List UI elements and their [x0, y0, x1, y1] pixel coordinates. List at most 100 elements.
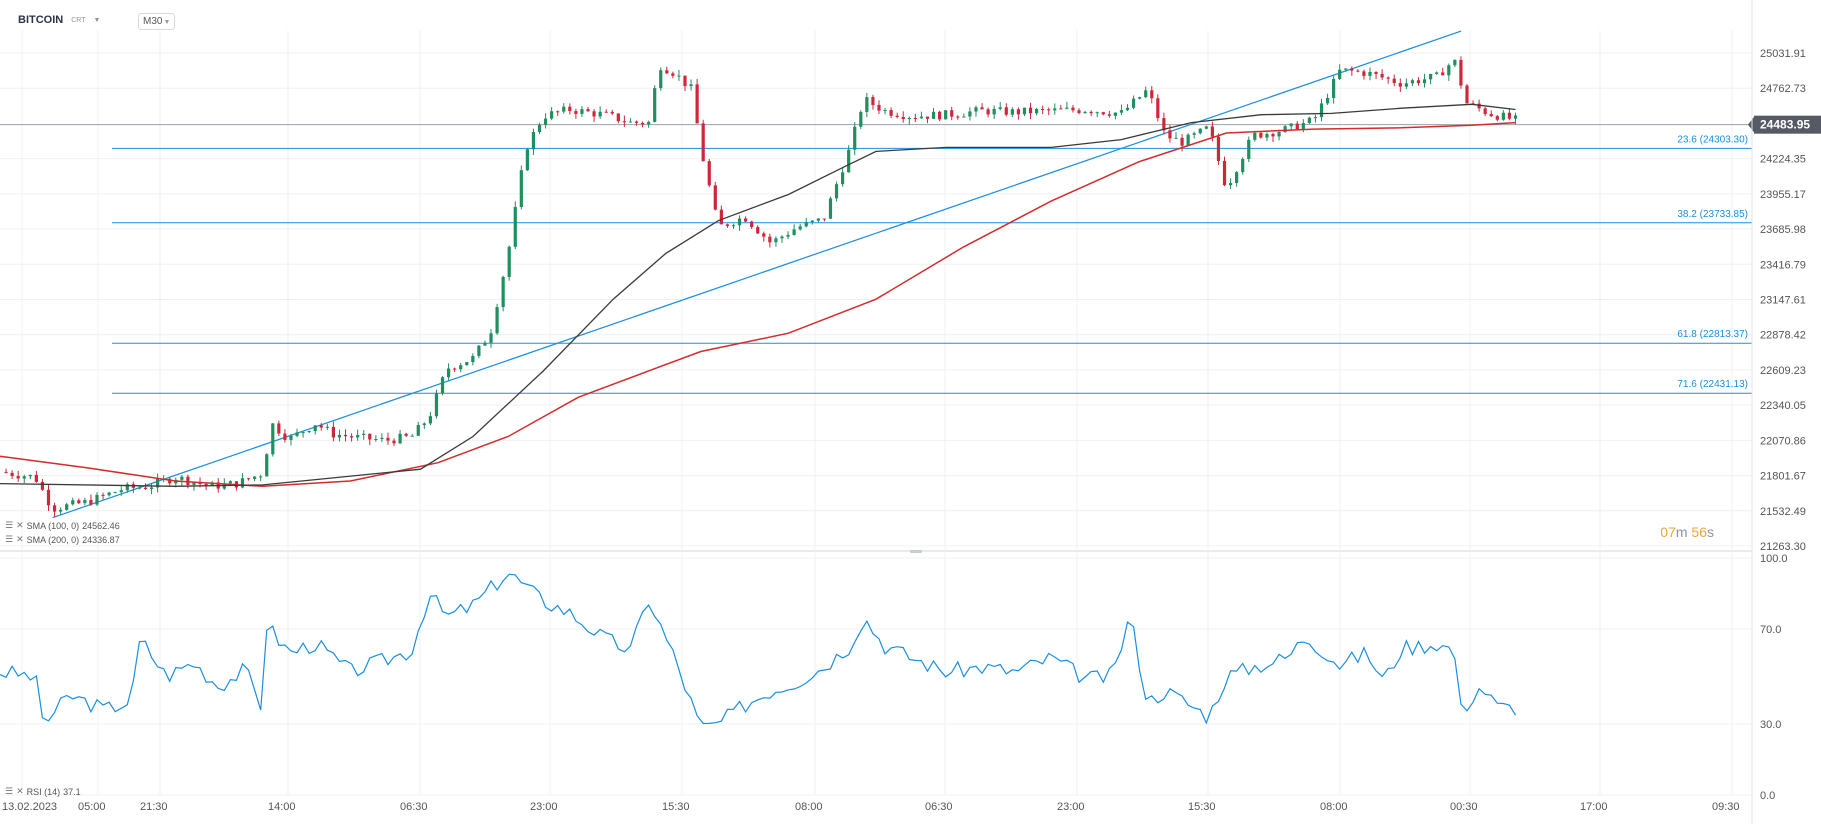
candle [992, 108, 996, 115]
candle [1138, 97, 1142, 99]
close-icon[interactable]: ✕ [16, 786, 24, 796]
candle [1144, 90, 1148, 98]
candle [1180, 137, 1184, 146]
candle [950, 110, 954, 117]
candle [246, 478, 251, 480]
candle [186, 476, 190, 485]
candle [737, 218, 742, 226]
candle [804, 221, 808, 227]
candle [1441, 72, 1445, 76]
candle [901, 117, 905, 120]
osc-y-tick-label: 30.0 [1760, 719, 1781, 731]
candle [440, 377, 445, 394]
candle [725, 224, 730, 226]
close-icon[interactable]: ✕ [16, 534, 24, 544]
candle [507, 246, 511, 277]
candle [1507, 112, 1512, 119]
symbol-dropdown-icon[interactable]: ▼ [93, 16, 101, 24]
x-tick-label: 23:00 [530, 801, 558, 813]
candle [556, 111, 560, 113]
x-tick-label: 13.02.2023 [2, 801, 57, 813]
candle [1125, 107, 1130, 111]
y-tick-label: 21801.67 [1760, 471, 1806, 483]
candle [1513, 115, 1518, 119]
candle [665, 70, 669, 74]
candle [974, 107, 978, 112]
candle [198, 482, 202, 484]
candle [398, 433, 402, 444]
candle [362, 433, 366, 435]
sma200-line [0, 121, 1516, 488]
candle [1186, 134, 1190, 146]
candle [780, 236, 784, 239]
close-icon[interactable]: ✕ [16, 520, 24, 530]
candle [331, 426, 336, 438]
pane-resize-handle[interactable] [910, 550, 922, 553]
candle [1028, 107, 1033, 114]
settings-icon[interactable]: ☰ [5, 534, 14, 544]
osc-y-tick-label: 0.0 [1760, 790, 1775, 802]
candle [1392, 78, 1396, 84]
y-tick-label: 23955.17 [1760, 189, 1806, 201]
candle [1380, 73, 1384, 78]
candle [659, 70, 663, 89]
candle [495, 307, 499, 334]
candle [204, 483, 208, 486]
price-tag [1754, 115, 1821, 134]
candle [1216, 136, 1221, 161]
candle [695, 84, 699, 124]
candle [859, 111, 863, 127]
candle [768, 236, 772, 243]
candle [719, 209, 723, 225]
candle [1010, 109, 1014, 115]
candle [798, 226, 802, 230]
candle [180, 476, 184, 480]
candle [156, 478, 160, 488]
candle [1150, 90, 1154, 99]
x-tick-label: 05:00 [78, 801, 106, 813]
candle [828, 198, 833, 219]
rsi-line [0, 573, 1517, 725]
candle [453, 368, 457, 370]
candle [356, 434, 360, 438]
sma100-legend: ☰ ✕ SMA (100, 0) 24562.46 [5, 520, 120, 531]
candle [343, 434, 348, 437]
candle [1459, 59, 1463, 86]
candle [313, 425, 317, 431]
symbol-name[interactable]: BITCOIN [18, 14, 64, 26]
timeframe-dropdown-icon: ▼ [163, 19, 171, 26]
candle [483, 342, 487, 346]
candle [1192, 133, 1196, 135]
candle [404, 433, 408, 436]
settings-icon[interactable]: ☰ [5, 520, 14, 530]
candle [1356, 70, 1360, 72]
candle [489, 333, 493, 343]
candle [513, 206, 517, 247]
candle [40, 481, 45, 490]
timer-seconds: 56 [1691, 524, 1707, 540]
osc-y-tick-label: 70.0 [1760, 624, 1781, 636]
y-tick-label: 23416.79 [1760, 259, 1806, 271]
timer-minutes: 07 [1660, 524, 1676, 540]
candle [1059, 108, 1063, 110]
candle [1228, 183, 1233, 186]
x-tick-label: 08:00 [1320, 801, 1348, 813]
x-tick-label: 08:00 [795, 801, 823, 813]
candle [34, 474, 38, 482]
trend-line[interactable] [52, 30, 1462, 519]
settings-icon[interactable]: ☰ [5, 786, 14, 796]
candle [895, 115, 899, 118]
candle [1247, 139, 1251, 160]
candle [380, 437, 384, 440]
candle [1065, 107, 1069, 109]
candle [1113, 112, 1117, 116]
candle [931, 111, 936, 119]
candle [46, 489, 51, 506]
x-tick-label: 06:30 [925, 801, 953, 813]
candle [240, 478, 245, 488]
timeframe-selector[interactable]: M30▼ [138, 13, 176, 30]
candle [1095, 112, 1099, 114]
rsi-legend: ☰ ✕ RSI (14) 37.1 [5, 786, 81, 797]
y-tick-label: 22340.05 [1760, 400, 1806, 412]
